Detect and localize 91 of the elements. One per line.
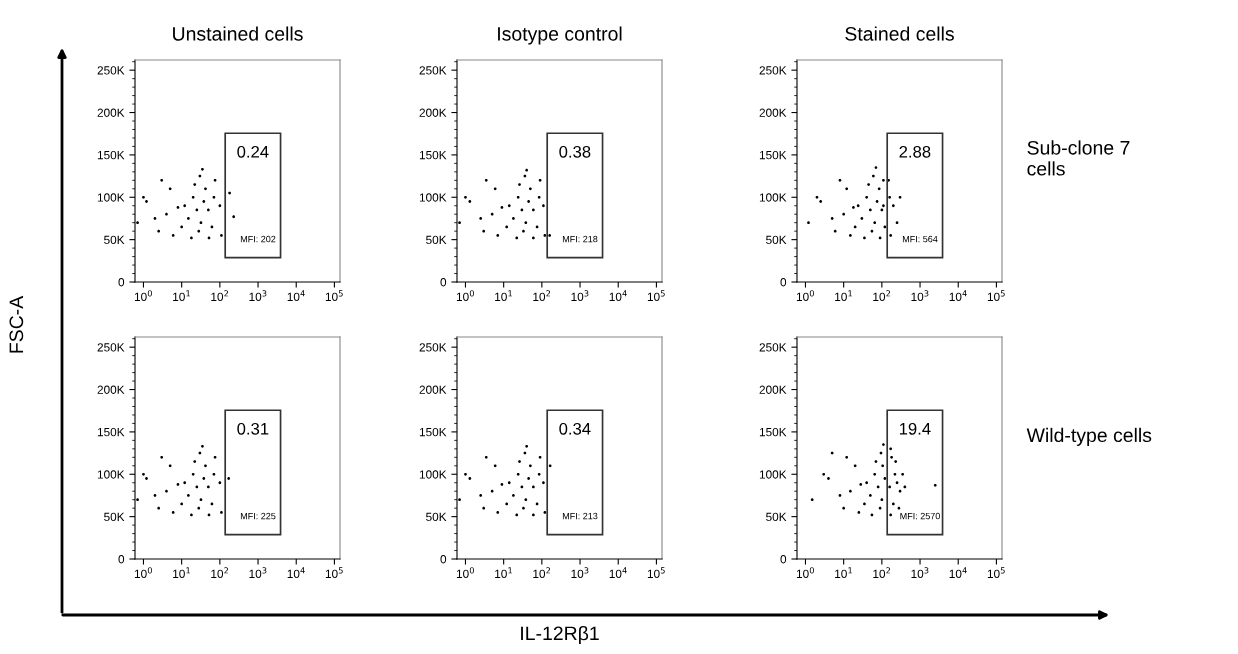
y-tick-label: 100K — [759, 193, 787, 202]
x-tick-label: 10$^{3}$ — [571, 290, 589, 301]
x-tick-label: 10$^{5}$ — [987, 567, 1005, 579]
x-tick-label: 10$^{1}$ — [495, 567, 512, 579]
y-tick-label: 200K — [97, 108, 125, 117]
annotation: MFI: 225 — [240, 512, 276, 520]
y-tick-label: 0 — [118, 555, 125, 564]
y-tick-label: 200K — [759, 108, 787, 117]
x-tick-label: 10$^{3}$ — [249, 290, 267, 301]
x-tick-label: 10$^{2}$ — [873, 567, 891, 578]
y-tick-label: 200K — [759, 385, 787, 394]
annotation: MFI: 564 — [902, 235, 938, 243]
y-tick-label: 250K — [419, 343, 447, 352]
x-tick-label: 10$^{0}$ — [134, 290, 152, 301]
y-tick-label: 250K — [759, 343, 787, 352]
y-tick-label: 50K — [426, 512, 447, 522]
x-tick-label: 10$^{5}$ — [325, 290, 343, 302]
x-tick-label: 10$^{0}$ — [796, 290, 814, 301]
y-tick-label: 0 — [440, 555, 447, 564]
chart-title: Unstained cells — [173, 26, 303, 41]
x-tick-label: 10$^{0}$ — [456, 290, 474, 301]
y-tick-label: 200K — [419, 385, 447, 394]
x-tick-label: 10$^{3}$ — [911, 290, 929, 301]
y-tick-label: 0 — [780, 278, 787, 287]
chart-title: Stained cells — [845, 26, 954, 41]
y-tick-label: 250K — [97, 343, 125, 352]
y-tick-label: 50K — [766, 235, 787, 245]
x-tick-label: 10$^{4}$ — [287, 567, 305, 579]
y-tick-label: 50K — [766, 512, 787, 522]
y-tick-label: 50K — [426, 235, 447, 245]
x-tick-label: 10$^{0}$ — [456, 567, 474, 578]
text: Sub-clone 7 cells — [1027, 140, 1130, 176]
chart-title: Isotype control — [498, 26, 622, 45]
x-tick-label: 10$^{5}$ — [647, 290, 665, 302]
x-tick-label: 10$^{2}$ — [211, 567, 229, 578]
annotation: 0.38 — [559, 145, 591, 158]
x-tick-label: 10$^{1}$ — [835, 567, 852, 579]
annotation: 0.24 — [237, 145, 269, 158]
x-tick-label: 10$^{2}$ — [211, 290, 229, 301]
annotation: MFI: 2570 — [900, 512, 940, 520]
x-tick-label: 10$^{1}$ — [495, 290, 512, 302]
y-tick-label: 250K — [419, 66, 447, 75]
x-tick-label: 10$^{4}$ — [287, 290, 305, 302]
annotation: MFI: 202 — [240, 235, 276, 243]
x-tick-label: 10$^{1}$ — [835, 290, 852, 302]
y-tick-label: 100K — [97, 193, 125, 202]
y-tick-label: 0 — [780, 555, 787, 564]
y-tick-label: 200K — [97, 385, 125, 394]
x-tick-label: 10$^{2}$ — [873, 290, 891, 301]
x-tick-label: 10$^{3}$ — [911, 567, 929, 578]
x-tick-label: 10$^{1}$ — [173, 290, 190, 302]
y-tick-label: 100K — [419, 193, 447, 202]
y-tick-label: 150K — [97, 427, 125, 437]
y-tick-label: 50K — [104, 235, 125, 245]
y-tick-label: 100K — [759, 470, 787, 479]
x-tick-label: 10$^{2}$ — [533, 567, 551, 578]
y-tick-label: 100K — [97, 470, 125, 479]
y-tick-label: 150K — [419, 427, 447, 437]
y-tick-label: 250K — [759, 66, 787, 75]
x-tick-label: 10$^{3}$ — [571, 567, 589, 578]
x-tick-label: 10$^{4}$ — [609, 290, 627, 302]
x-tick-label: 10$^{1}$ — [173, 567, 190, 579]
y-tick-label: 200K — [419, 108, 447, 117]
x-tick-label: 10$^{4}$ — [949, 567, 967, 579]
y-tick-label: 100K — [419, 470, 447, 479]
x-tick-label: 10$^{2}$ — [533, 290, 551, 301]
x-tick-label: 10$^{4}$ — [609, 567, 627, 579]
y-tick-label: 150K — [759, 427, 787, 437]
y-tick-label: 150K — [97, 150, 125, 160]
x-tick-label: 10$^{5}$ — [987, 290, 1005, 302]
x-tick-label: 10$^{5}$ — [325, 567, 343, 579]
x-tick-label: 10$^{5}$ — [647, 567, 665, 579]
y-tick-label: 50K — [104, 512, 125, 522]
y-axis-title: FSC-A — [9, 295, 24, 353]
text: Wild-type cells — [1026, 427, 1152, 446]
y-tick-label: 150K — [759, 150, 787, 160]
x-tick-label: 10$^{0}$ — [134, 567, 152, 578]
x-tick-label: 10$^{4}$ — [949, 290, 967, 302]
annotation: MFI: 218 — [562, 235, 598, 243]
y-tick-label: 250K — [97, 66, 125, 75]
y-tick-label: 150K — [419, 150, 447, 160]
annotation: 0.31 — [237, 422, 269, 435]
annotation: MFI: 213 — [562, 512, 598, 520]
annotation: 19.4 — [899, 422, 931, 435]
x-tick-label: 10$^{3}$ — [249, 567, 267, 578]
y-tick-label: 0 — [118, 278, 125, 287]
x-tick-label: 10$^{0}$ — [796, 567, 814, 578]
y-tick-label: 0 — [440, 278, 447, 287]
annotation: 0.34 — [559, 422, 591, 435]
x-axis-title: IL-12Rβ1 — [521, 625, 599, 645]
annotation: 2.88 — [899, 145, 931, 158]
